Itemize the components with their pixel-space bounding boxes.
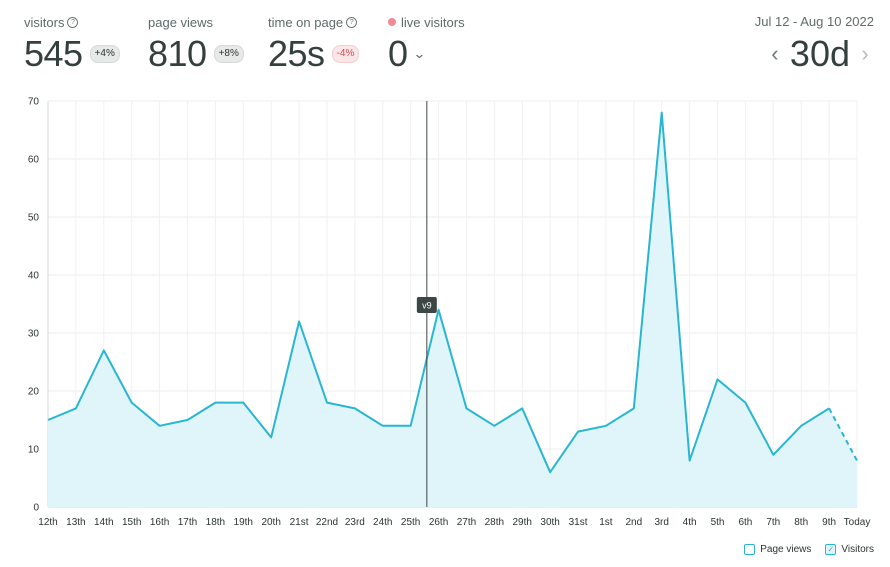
time-on-page-value: 25s (268, 33, 325, 74)
live-visitors-value: 0 (388, 33, 408, 74)
legend-label-page-views: Page views (760, 544, 812, 555)
x-tick-label: 24th (373, 517, 392, 528)
visitors-stat: visitors ? 545 +4% (24, 14, 120, 74)
x-tick-label: 7th (766, 517, 780, 528)
visitors-label-row: visitors ? (24, 14, 120, 30)
x-tick-label: 9th (822, 517, 836, 528)
y-tick-label: 20 (28, 387, 40, 398)
x-tick-label: 26th (429, 517, 448, 528)
visitors-label: visitors (24, 14, 65, 30)
time-on-page-label: time on page (268, 14, 344, 30)
annotation-label: v9 (422, 301, 432, 311)
x-tick-label: 30th (540, 517, 559, 528)
x-tick-label: 31st (569, 517, 588, 528)
x-tick-label: 3rd (654, 517, 668, 528)
legend-label-visitors: Visitors (841, 544, 874, 555)
legend-item-visitors[interactable]: ✓ Visitors (825, 544, 874, 555)
x-tick-label: 20th (261, 517, 280, 528)
x-tick-label: 18th (206, 517, 225, 528)
visitors-line (47, 111, 830, 474)
x-tick-label: 16th (150, 517, 169, 528)
visitors-line-projection (828, 407, 858, 462)
date-range: Jul 12 - Aug 10 2022 ‹ 30d › (755, 14, 874, 74)
x-tick-label: 21st (290, 517, 309, 528)
x-tick-label: 25th (401, 517, 420, 528)
x-tick-label: 6th (738, 517, 752, 528)
x-tick-label: 13th (66, 517, 85, 528)
x-tick-label: 19th (234, 517, 253, 528)
x-tick-label: 1st (599, 517, 613, 528)
chevron-left-icon[interactable]: ‹ (771, 41, 779, 66)
x-tick-label: 27th (457, 517, 476, 528)
checkbox-checked-icon[interactable]: ✓ (825, 544, 837, 555)
page-views-label: page views (148, 14, 214, 30)
range-value[interactable]: 30d (789, 33, 850, 74)
x-tick-label: 23rd (345, 517, 365, 528)
x-tick-label: 15th (122, 517, 141, 528)
visitors-chart[interactable]: 0 10 20 30 40 50 60 70 12th 13th 14th 15th 16th 17th 1… (0, 88, 890, 538)
time-on-page-change-badge: -4% (331, 45, 360, 63)
page-views-change-badge: +8% (213, 45, 244, 63)
x-tick-label: 28th (485, 517, 504, 528)
live-dot-icon (388, 18, 396, 26)
x-tick-label: 14th (94, 517, 113, 528)
x-tick-label: 29th (513, 517, 532, 528)
live-visitors-label: live visitors (401, 14, 465, 30)
annotation-badge (416, 297, 437, 313)
chevron-right-icon[interactable]: › (861, 41, 869, 66)
checkbox-icon[interactable] (744, 544, 756, 555)
y-tick-label: 60 (28, 155, 40, 166)
x-tick-label: 2nd (625, 517, 642, 528)
help-icon[interactable]: ? (346, 16, 358, 28)
y-tick-label: 40 (28, 271, 40, 282)
y-tick-label: 50 (28, 213, 40, 224)
legend-item-page-views[interactable]: Page views (744, 544, 811, 555)
chart-legend: Page views ✓ Visitors (744, 544, 874, 555)
y-tick-label: 10 (28, 445, 40, 456)
time-on-page-stat: time on page ? 25s -4% (268, 14, 360, 74)
x-tick-label: 17th (178, 517, 197, 528)
date-range-label: Jul 12 - Aug 10 2022 (754, 14, 874, 29)
x-tick-label: Today (844, 517, 871, 528)
x-tick-label: 4th (683, 517, 697, 528)
visitors-area (48, 112, 857, 507)
page-views-stat: page views 810 +8% (148, 14, 244, 74)
x-tick-label: 12th (38, 517, 57, 528)
y-tick-label: 0 (33, 503, 39, 514)
chevron-down-icon[interactable]: ⌄ (412, 46, 426, 61)
x-tick-label: 5th (711, 517, 725, 528)
visitors-change-badge: +4% (89, 45, 120, 63)
y-tick-label: 30 (28, 329, 40, 340)
help-icon[interactable]: ? (67, 16, 79, 28)
page-views-value: 810 (148, 33, 207, 74)
x-tick-label: 8th (794, 517, 808, 528)
y-tick-label: 70 (28, 97, 40, 108)
visitors-value: 545 (24, 33, 83, 74)
live-visitors-stat: live visitors 0 ⌄ (388, 14, 465, 74)
x-tick-label: 22nd (316, 517, 338, 528)
